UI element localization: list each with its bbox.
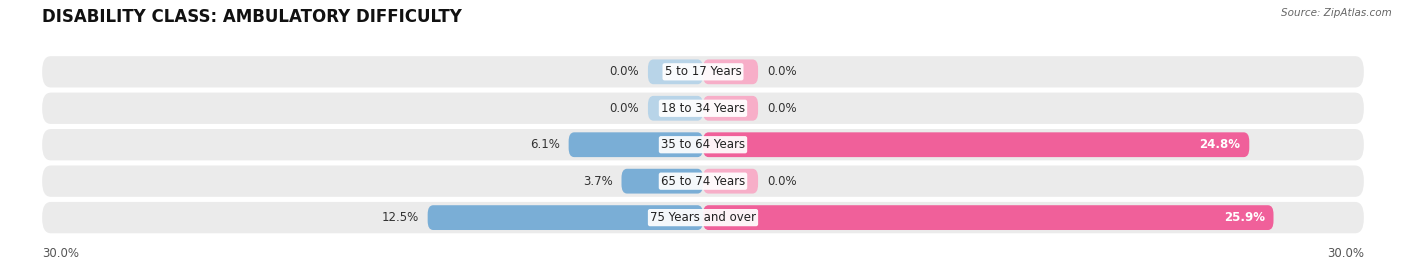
FancyBboxPatch shape	[703, 96, 758, 121]
FancyBboxPatch shape	[42, 93, 1364, 124]
FancyBboxPatch shape	[648, 96, 703, 121]
Text: 35 to 64 Years: 35 to 64 Years	[661, 138, 745, 151]
FancyBboxPatch shape	[427, 205, 703, 230]
Text: 0.0%: 0.0%	[766, 102, 797, 115]
Text: 0.0%: 0.0%	[609, 102, 640, 115]
FancyBboxPatch shape	[703, 205, 1274, 230]
FancyBboxPatch shape	[703, 59, 758, 84]
Text: 0.0%: 0.0%	[609, 65, 640, 78]
Text: 24.8%: 24.8%	[1199, 138, 1240, 151]
Text: DISABILITY CLASS: AMBULATORY DIFFICULTY: DISABILITY CLASS: AMBULATORY DIFFICULTY	[42, 8, 463, 26]
FancyBboxPatch shape	[42, 56, 1364, 87]
Text: 0.0%: 0.0%	[766, 65, 797, 78]
Text: 30.0%: 30.0%	[42, 247, 79, 260]
FancyBboxPatch shape	[42, 202, 1364, 233]
Text: Source: ZipAtlas.com: Source: ZipAtlas.com	[1281, 8, 1392, 18]
Text: 0.0%: 0.0%	[766, 175, 797, 188]
FancyBboxPatch shape	[621, 169, 703, 193]
Text: 18 to 34 Years: 18 to 34 Years	[661, 102, 745, 115]
Text: 6.1%: 6.1%	[530, 138, 560, 151]
Text: 30.0%: 30.0%	[1327, 247, 1364, 260]
FancyBboxPatch shape	[42, 166, 1364, 197]
FancyBboxPatch shape	[648, 59, 703, 84]
Text: 65 to 74 Years: 65 to 74 Years	[661, 175, 745, 188]
Text: 5 to 17 Years: 5 to 17 Years	[665, 65, 741, 78]
FancyBboxPatch shape	[703, 132, 1250, 157]
Text: 25.9%: 25.9%	[1223, 211, 1264, 224]
FancyBboxPatch shape	[568, 132, 703, 157]
FancyBboxPatch shape	[703, 169, 758, 193]
Text: 75 Years and over: 75 Years and over	[650, 211, 756, 224]
Text: 12.5%: 12.5%	[381, 211, 419, 224]
FancyBboxPatch shape	[42, 129, 1364, 160]
Text: 3.7%: 3.7%	[583, 175, 613, 188]
